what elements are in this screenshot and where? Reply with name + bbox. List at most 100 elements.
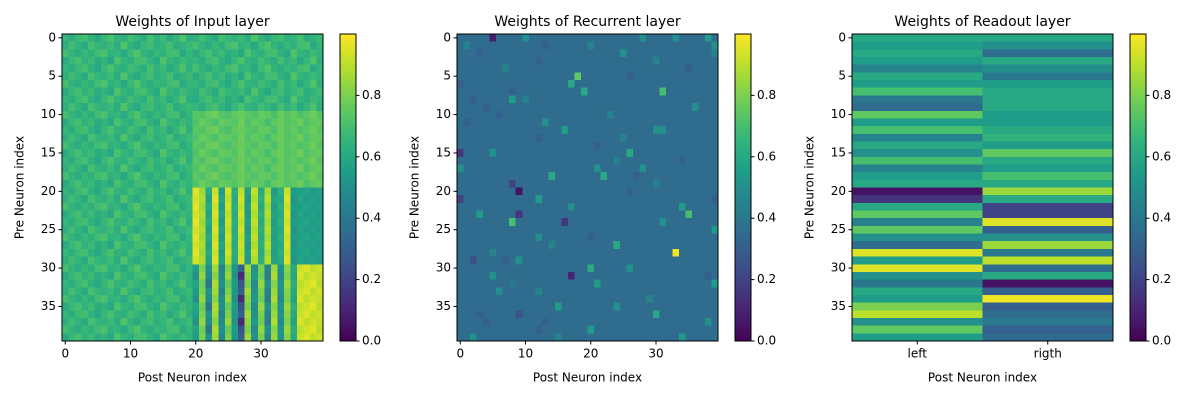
- cell: [120, 80, 128, 89]
- cell: [316, 210, 324, 219]
- cell: [166, 41, 174, 50]
- cell: [587, 279, 595, 288]
- cell: [470, 202, 477, 211]
- cell: [476, 233, 484, 242]
- cell: [68, 241, 76, 250]
- cell: [528, 233, 536, 242]
- cell: [94, 187, 102, 196]
- cell: [238, 279, 246, 288]
- cell: [179, 187, 187, 196]
- cell: [672, 179, 680, 188]
- cell: [309, 287, 317, 296]
- cell: [704, 57, 712, 66]
- cell: [290, 95, 298, 104]
- cell: [68, 118, 76, 127]
- cell: [88, 195, 96, 204]
- cell: [561, 141, 569, 150]
- cell: [270, 141, 278, 150]
- cell: [574, 149, 582, 158]
- cell: [522, 279, 530, 288]
- cell: [685, 133, 693, 142]
- cell: [633, 233, 641, 242]
- cell: [541, 95, 549, 104]
- cell: [691, 287, 699, 296]
- cell: [613, 317, 621, 327]
- cell: [172, 34, 180, 43]
- cell: [244, 310, 252, 319]
- cell: [172, 72, 180, 81]
- cell: [633, 103, 641, 112]
- cell: [554, 302, 562, 311]
- cell: [496, 141, 504, 150]
- cell: [185, 57, 193, 66]
- cell: [548, 87, 556, 96]
- cell: [580, 118, 588, 127]
- cell: [264, 41, 272, 50]
- cell: [659, 279, 667, 288]
- cell: [75, 87, 82, 96]
- cell: [159, 34, 167, 43]
- cell: [646, 72, 654, 81]
- cell: [251, 333, 259, 342]
- cell: [561, 233, 569, 242]
- cell: [199, 172, 206, 181]
- cell: [528, 294, 536, 304]
- cell: [231, 34, 239, 43]
- cell: [626, 133, 634, 142]
- cell: [502, 149, 510, 158]
- cell: [639, 187, 647, 196]
- cell: [613, 256, 621, 265]
- cell: [548, 110, 556, 119]
- cell: [68, 95, 76, 104]
- chart-title: Weights of Recurrent layer: [494, 14, 680, 30]
- cell: [678, 49, 686, 58]
- cell: [463, 294, 471, 304]
- cell: [283, 202, 291, 211]
- cell: [172, 333, 180, 342]
- cell: [515, 133, 523, 142]
- cell: [316, 141, 324, 150]
- cell: [205, 287, 213, 296]
- cell: [309, 333, 317, 342]
- cell: [463, 72, 471, 81]
- cell: [88, 87, 96, 96]
- cell: [535, 264, 543, 273]
- cell: [470, 118, 477, 127]
- cell: [296, 279, 304, 288]
- cell: [659, 294, 667, 304]
- cell: [62, 225, 69, 234]
- cell: [574, 87, 582, 96]
- cell: [672, 164, 680, 173]
- cell: [159, 95, 167, 104]
- cell: [192, 202, 200, 211]
- cell: [587, 233, 595, 242]
- cell: [290, 317, 298, 327]
- cell: [574, 172, 582, 181]
- cell: [231, 126, 239, 135]
- cell: [476, 64, 484, 73]
- cell: [81, 317, 89, 327]
- cell: [283, 287, 291, 296]
- cell: [463, 57, 471, 66]
- cell: [62, 294, 69, 304]
- cell: [620, 87, 628, 96]
- cell: [509, 103, 517, 112]
- cell: [489, 195, 497, 204]
- cell: [672, 195, 680, 204]
- cell: [251, 271, 259, 280]
- cell: [613, 57, 621, 66]
- cell: [580, 87, 588, 96]
- cell: [463, 126, 471, 135]
- cell: [81, 72, 89, 81]
- cell: [62, 218, 69, 227]
- cell: [691, 179, 699, 188]
- cell: [172, 241, 180, 250]
- cell: [107, 325, 115, 334]
- cell: [659, 302, 667, 311]
- cell: [639, 248, 647, 257]
- cell: [179, 302, 187, 311]
- cell: [81, 195, 89, 204]
- cell: [535, 49, 543, 58]
- cell: [470, 49, 477, 58]
- cell: [698, 164, 706, 173]
